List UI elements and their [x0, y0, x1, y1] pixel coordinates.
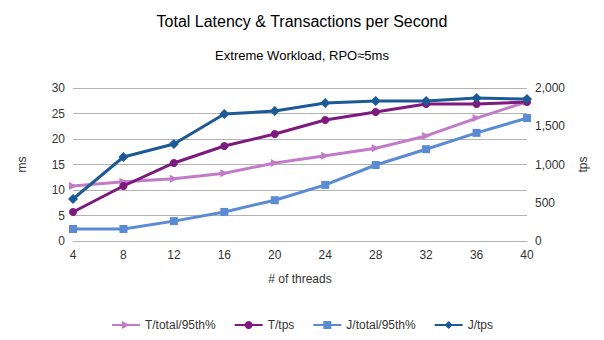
svg-text:Extreme Workload, RPO≈5ms: Extreme Workload, RPO≈5ms [215, 48, 389, 63]
svg-text:40: 40 [520, 248, 534, 262]
svg-text:500: 500 [535, 196, 555, 210]
svg-text:20: 20 [52, 132, 66, 146]
svg-text:T/total/95th%: T/total/95th% [145, 318, 216, 332]
svg-text:32: 32 [419, 248, 433, 262]
svg-text:1,500: 1,500 [535, 119, 565, 133]
svg-text:16: 16 [218, 248, 232, 262]
svg-text:5: 5 [58, 209, 65, 223]
svg-text:30: 30 [52, 81, 66, 95]
svg-text:0: 0 [535, 234, 542, 248]
svg-text:0: 0 [58, 234, 65, 248]
svg-text:24: 24 [319, 248, 333, 262]
svg-text:1,000: 1,000 [535, 158, 565, 172]
svg-text:# of threads: # of threads [268, 272, 331, 286]
svg-text:J/tps: J/tps [468, 318, 493, 332]
svg-text:T/tps: T/tps [268, 318, 295, 332]
svg-text:ms: ms [15, 157, 29, 173]
svg-text:28: 28 [369, 248, 383, 262]
svg-text:20: 20 [268, 248, 282, 262]
svg-text:J/total/95th%: J/total/95th% [346, 318, 416, 332]
svg-text:tps: tps [576, 156, 590, 172]
svg-text:8: 8 [120, 248, 127, 262]
svg-text:Total Latency & Transactions p: Total Latency & Transactions per Second [157, 13, 448, 30]
svg-text:10: 10 [52, 183, 66, 197]
svg-text:15: 15 [52, 158, 66, 172]
svg-text:12: 12 [167, 248, 181, 262]
svg-text:25: 25 [52, 107, 66, 121]
svg-text:36: 36 [470, 248, 484, 262]
svg-text:2,000: 2,000 [535, 81, 565, 95]
svg-text:4: 4 [70, 248, 77, 262]
